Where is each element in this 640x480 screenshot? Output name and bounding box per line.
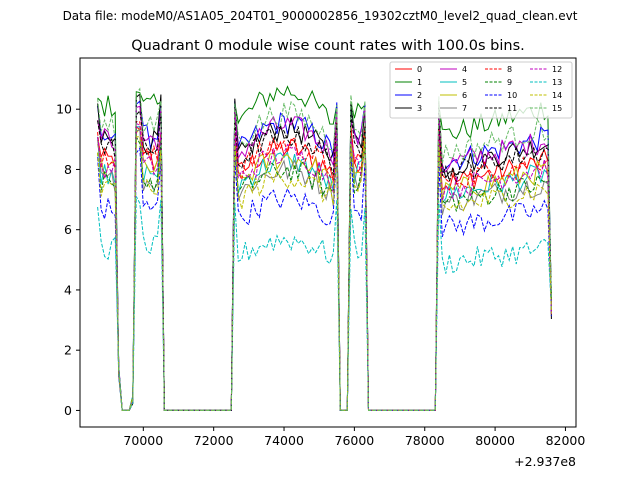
x-tick-label: 76000	[335, 433, 375, 448]
y-tick-label: 6	[64, 222, 72, 237]
x-tick-label: 72000	[194, 433, 234, 448]
y-tick-label: 0	[64, 403, 72, 418]
series-line-9	[97, 136, 552, 411]
series-line-15	[97, 87, 552, 411]
y-axis: 0 2 4 6 8 10	[56, 102, 80, 418]
series-line-14	[97, 136, 552, 411]
series-line-6	[97, 127, 552, 411]
plot-area-frame	[79, 57, 577, 428]
series-line-11	[97, 109, 552, 411]
legend-label-12: 12	[552, 65, 562, 74]
y-tick-label: 4	[64, 282, 72, 297]
legend-label-4: 4	[462, 65, 467, 74]
y-tick-label: 8	[64, 162, 72, 177]
legend-label-5: 5	[462, 78, 467, 87]
legend-label-8: 8	[507, 65, 512, 74]
legend-label-1: 1	[417, 78, 422, 87]
series-line-12	[97, 122, 552, 411]
legend-label-10: 10	[507, 91, 517, 100]
y-tick-label: 2	[64, 343, 72, 358]
series-line-13	[97, 196, 552, 411]
legend-label-14: 14	[552, 91, 562, 100]
legend-label-6: 6	[462, 91, 467, 100]
chart-suptitle: Data file: modeM0/AS1A05_204T01_90000028…	[63, 9, 578, 23]
x-tick-label: 74000	[264, 433, 304, 448]
y-tick-label: 10	[56, 102, 72, 117]
legend-label-0: 0	[417, 65, 422, 74]
x-tick-label: 70000	[123, 433, 163, 448]
legend-label-11: 11	[507, 104, 517, 113]
x-axis-offset-label: +2.937e8	[514, 454, 576, 469]
legend-label-3: 3	[417, 104, 422, 113]
legend-label-15: 15	[552, 104, 562, 113]
chart-title: Quadrant 0 module wise count rates with …	[131, 38, 525, 54]
legend-label-9: 9	[507, 78, 512, 87]
legend-label-13: 13	[552, 78, 562, 87]
legend-box	[389, 61, 573, 119]
x-tick-label: 80000	[475, 433, 515, 448]
legend-label-7: 7	[462, 104, 467, 113]
legend-label-2: 2	[417, 91, 422, 100]
x-tick-label: 82000	[546, 433, 586, 448]
series-line-7	[97, 129, 552, 411]
plot-lines	[97, 85, 552, 411]
x-tick-label: 78000	[405, 433, 445, 448]
x-axis: 70000 72000 74000 76000 78000 80000 82000	[123, 427, 585, 448]
series-line-10	[97, 147, 552, 411]
